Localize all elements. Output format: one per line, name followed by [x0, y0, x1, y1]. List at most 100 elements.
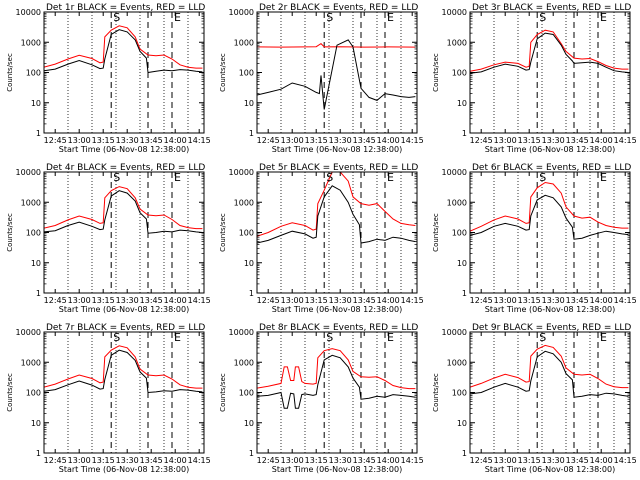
- x-tick-label: 13:45: [566, 296, 589, 305]
- x-tick-label: 14:00: [164, 136, 187, 145]
- panel-title: Det 2r BLACK = Events, RED = LLD: [259, 3, 418, 13]
- start-marker-label: S: [113, 171, 120, 184]
- y-tick-label: 10: [31, 259, 41, 268]
- x-tick-label: 14:15: [614, 136, 637, 145]
- x-tick-label: 13:30: [329, 296, 352, 305]
- detector-panel-6: 1 10 100 1000 10000 12:45 13:00 13:15 13:30 13:45…: [432, 163, 637, 314]
- x-tick-label: 13:30: [542, 136, 565, 145]
- x-tick-label: 13:00: [281, 136, 304, 145]
- y-tick-label: 1000: [447, 358, 467, 367]
- y-tick-label: 100: [26, 389, 41, 398]
- y-tick-label: 1: [249, 129, 254, 138]
- panel-title: Det 8r BLACK = Events, RED = LLD: [259, 323, 418, 333]
- y-tick-label: 100: [239, 389, 254, 398]
- x-tick-label: 14:15: [614, 456, 637, 465]
- series-line-black: [44, 349, 203, 394]
- x-tick-label: 13:30: [542, 296, 565, 305]
- x-tick-label: 13:00: [281, 456, 304, 465]
- end-marker-label: E: [174, 331, 181, 344]
- x-tick-label: 13:00: [281, 296, 304, 305]
- y-tick-label: 1: [36, 449, 41, 458]
- x-tick-label: 14:00: [377, 296, 400, 305]
- series-line-red: [470, 29, 629, 72]
- x-tick-label: 13:45: [566, 456, 589, 465]
- y-tick-label: 10000: [442, 8, 467, 17]
- y-axis-label: Counts/sec: [219, 53, 227, 92]
- start-marker-label: S: [539, 331, 546, 344]
- start-marker-label: S: [113, 331, 120, 344]
- x-tick-label: 13:30: [329, 456, 352, 465]
- y-tick-label: 100: [452, 229, 467, 238]
- y-tick-label: 10: [457, 419, 467, 428]
- x-tick-label: 13:30: [542, 456, 565, 465]
- end-marker-label: E: [387, 331, 394, 344]
- x-tick-label: 13:00: [68, 456, 91, 465]
- y-tick-label: 100: [26, 69, 41, 78]
- y-tick-label: 1: [36, 129, 41, 138]
- y-axis-label: Counts/sec: [6, 53, 14, 92]
- detector-panel-2: 1 10 100 1000 10000 12:45 13:00 13:15 13:30 13:45…: [219, 3, 424, 154]
- start-marker-label: S: [326, 171, 333, 184]
- detector-panel-3: 1 10 100 1000 10000 12:45 13:00 13:15 13:30 13:45…: [432, 3, 637, 154]
- series-line-black: [470, 350, 629, 398]
- y-tick-label: 1000: [21, 358, 41, 367]
- x-axis-label: Start Time (06-Nov-08 12:38:00): [272, 465, 402, 474]
- x-tick-label: 13:15: [518, 456, 541, 465]
- panel-title: Det 5r BLACK = Events, RED = LLD: [259, 163, 418, 173]
- y-axis-label: Counts/sec: [432, 373, 440, 412]
- x-tick-label: 13:30: [116, 296, 139, 305]
- end-marker-label: E: [600, 331, 607, 344]
- x-tick-label: 12:45: [470, 136, 493, 145]
- detector-panel-4: 1 10 100 1000 10000 12:45 13:00 13:15 13:30 13:45…: [6, 163, 211, 314]
- x-tick-label: 13:00: [68, 136, 91, 145]
- y-tick-label: 1: [462, 289, 467, 298]
- end-marker-label: E: [174, 11, 181, 24]
- x-tick-label: 14:00: [164, 296, 187, 305]
- detector-panel-7: 1 10 100 1000 10000 12:45 13:00 13:15 13:30 13:45…: [6, 323, 211, 474]
- start-marker-label: S: [539, 171, 546, 184]
- panel-title: Det 3r BLACK = Events, RED = LLD: [472, 3, 631, 13]
- x-tick-label: 13:15: [92, 136, 115, 145]
- series-line-red: [470, 344, 629, 389]
- x-tick-label: 12:45: [44, 136, 67, 145]
- y-tick-label: 100: [452, 69, 467, 78]
- x-tick-label: 13:45: [140, 456, 163, 465]
- x-tick-label: 12:45: [257, 136, 280, 145]
- detector-panel-8: 1 10 100 1000 10000 12:45 13:00 13:15 13:30 13:45…: [219, 323, 424, 474]
- y-tick-label: 1000: [21, 198, 41, 207]
- x-axis-label: Start Time (06-Nov-08 12:38:00): [272, 145, 402, 154]
- y-axis-label: Counts/sec: [432, 53, 440, 92]
- x-tick-label: 14:00: [164, 456, 187, 465]
- x-tick-label: 12:45: [44, 456, 67, 465]
- y-tick-label: 100: [239, 69, 254, 78]
- y-tick-label: 10000: [442, 168, 467, 177]
- x-tick-label: 14:15: [614, 296, 637, 305]
- y-tick-label: 1000: [447, 198, 467, 207]
- panel-title: Det 6r BLACK = Events, RED = LLD: [472, 163, 631, 173]
- x-tick-label: 13:45: [353, 456, 376, 465]
- y-tick-label: 1: [462, 449, 467, 458]
- y-tick-label: 1000: [234, 38, 254, 47]
- series-line-red: [257, 172, 416, 237]
- x-axis-label: Start Time (06-Nov-08 12:38:00): [485, 145, 615, 154]
- series-line-black: [470, 194, 629, 240]
- detector-panel-1: 1 10 100 1000 10000 12:45 13:00 13:15 13:30 13:45…: [6, 3, 211, 154]
- y-tick-label: 100: [26, 229, 41, 238]
- x-tick-label: 14:15: [401, 296, 424, 305]
- x-tick-label: 13:15: [92, 456, 115, 465]
- x-tick-label: 14:15: [188, 136, 211, 145]
- end-marker-label: E: [387, 171, 394, 184]
- y-tick-label: 1: [462, 129, 467, 138]
- y-tick-label: 10000: [16, 328, 41, 337]
- x-tick-label: 13:15: [305, 136, 328, 145]
- y-axis-label: Counts/sec: [219, 213, 227, 252]
- y-tick-label: 10: [244, 419, 254, 428]
- y-tick-label: 1: [249, 289, 254, 298]
- x-tick-label: 13:15: [92, 296, 115, 305]
- y-tick-label: 10000: [16, 8, 41, 17]
- x-tick-label: 13:45: [353, 136, 376, 145]
- x-tick-label: 12:45: [44, 296, 67, 305]
- x-tick-label: 12:45: [470, 296, 493, 305]
- x-tick-label: 13:45: [353, 296, 376, 305]
